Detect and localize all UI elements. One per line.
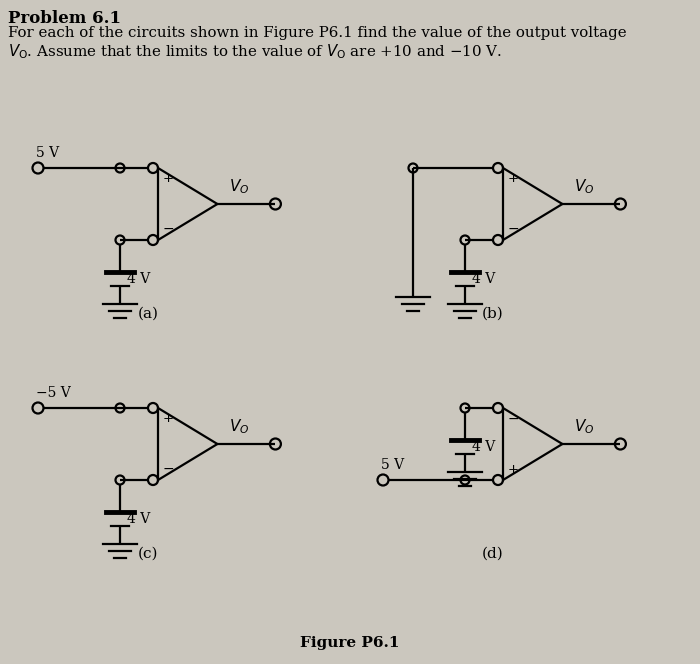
Text: (b): (b) xyxy=(482,307,504,321)
Text: 4 V: 4 V xyxy=(127,512,150,526)
Text: +: + xyxy=(508,172,519,185)
Text: Problem 6.1: Problem 6.1 xyxy=(8,10,121,27)
Text: +: + xyxy=(163,412,174,425)
Text: −: − xyxy=(163,462,174,476)
Text: −5 V: −5 V xyxy=(36,386,71,400)
Text: 4 V: 4 V xyxy=(472,440,496,454)
Text: −: − xyxy=(508,412,519,426)
Text: 5 V: 5 V xyxy=(381,458,404,472)
Text: Figure P6.1: Figure P6.1 xyxy=(300,636,400,650)
Text: $V_O$: $V_O$ xyxy=(230,177,250,196)
Text: −: − xyxy=(163,222,174,236)
Text: $V_O$: $V_O$ xyxy=(230,417,250,436)
Text: 4 V: 4 V xyxy=(127,272,150,286)
Text: +: + xyxy=(163,172,174,185)
Text: $V_O$: $V_O$ xyxy=(575,177,595,196)
Text: 4 V: 4 V xyxy=(472,272,496,286)
Text: $V_O$: $V_O$ xyxy=(575,417,595,436)
Text: (d): (d) xyxy=(482,547,504,561)
Text: +: + xyxy=(508,463,519,476)
Text: (c): (c) xyxy=(138,547,158,561)
Text: 5 V: 5 V xyxy=(36,146,59,160)
Text: $V_{\rm O}$. Assume that the limits to the value of $V_{\rm O}$ are +10 and $-$1: $V_{\rm O}$. Assume that the limits to t… xyxy=(8,42,502,60)
Text: For each of the circuits shown in Figure P6.1 find the value of the output volta: For each of the circuits shown in Figure… xyxy=(8,26,626,40)
Text: (a): (a) xyxy=(137,307,158,321)
Text: −: − xyxy=(508,222,519,236)
